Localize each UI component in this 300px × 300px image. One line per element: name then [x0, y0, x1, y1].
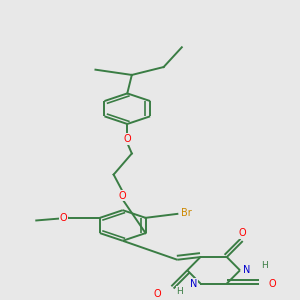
Text: O: O: [239, 228, 247, 238]
Text: H: H: [262, 260, 268, 269]
Text: O: O: [119, 191, 127, 201]
Text: O: O: [124, 134, 131, 144]
Text: N: N: [190, 278, 197, 289]
Text: O: O: [154, 289, 161, 299]
Text: Br: Br: [181, 208, 192, 218]
Text: O: O: [268, 278, 276, 289]
Text: H: H: [177, 287, 183, 296]
Text: N: N: [243, 265, 250, 275]
Text: O: O: [60, 213, 67, 223]
